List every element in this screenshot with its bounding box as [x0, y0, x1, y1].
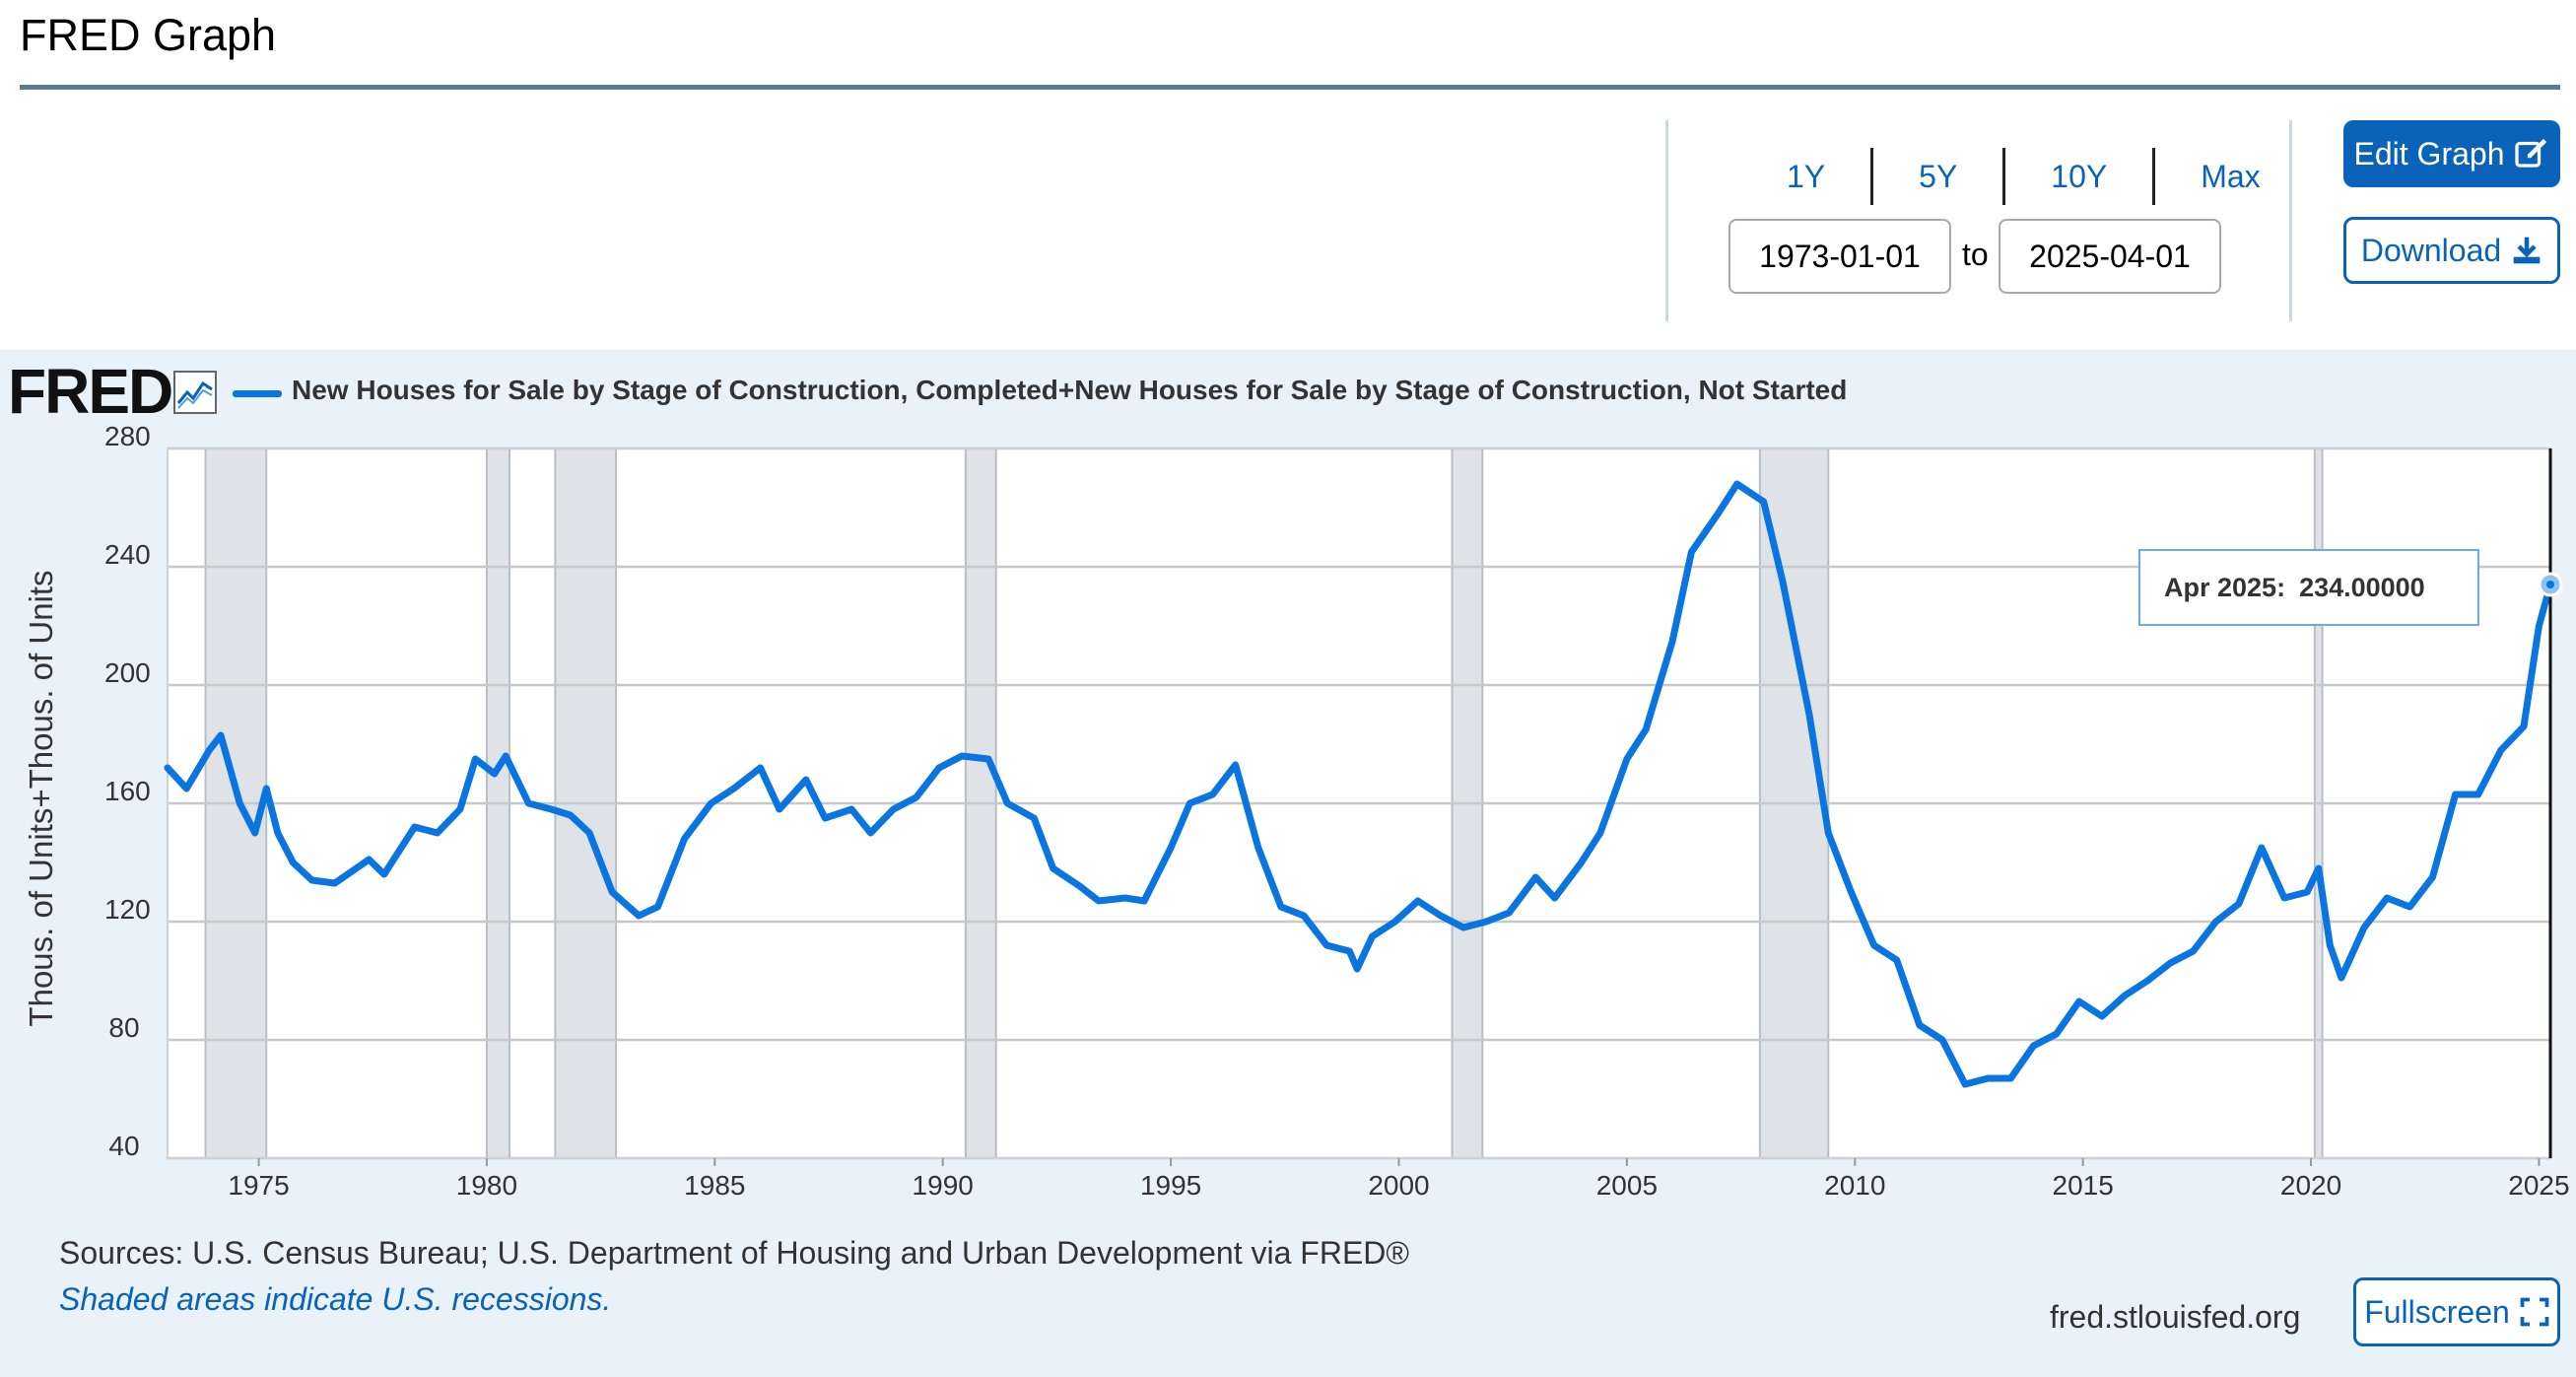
fred-logo: FRED [8, 356, 173, 427]
range-links: 1Y 5Y 10Y Max [1739, 148, 2306, 205]
highlight-point [2546, 581, 2554, 588]
x-tick-label: 1995 [1139, 1170, 1202, 1201]
end-date-input[interactable] [1999, 219, 2221, 294]
range-10y-link[interactable]: 10Y [2002, 148, 2152, 205]
x-tick-label: 1975 [228, 1170, 290, 1201]
title-divider [20, 85, 2560, 90]
legend-label: New Houses for Sale by Stage of Construc… [292, 375, 1848, 405]
legend-swatch [233, 390, 282, 397]
data-tooltip: Apr 2025: 234.00000 [2138, 549, 2479, 626]
x-tick-label: 1980 [455, 1170, 518, 1201]
y-tick-label: 160 [104, 776, 151, 806]
x-tick-label: 2015 [2052, 1170, 2114, 1201]
fullscreen-button[interactable]: Fullscreen [2353, 1277, 2560, 1346]
range-5y-link[interactable]: 5Y [1870, 148, 2002, 205]
fullscreen-icon [2520, 1297, 2549, 1327]
date-controls [1665, 120, 2292, 321]
range-1y-link[interactable]: 1Y [1787, 159, 1826, 194]
x-tick-label: 2025 [2508, 1170, 2570, 1201]
edit-graph-button[interactable]: Edit Graph [2343, 120, 2560, 187]
x-tick-label: 2000 [1368, 1170, 1430, 1201]
tooltip-value: 234.00000 [2299, 572, 2425, 602]
sources-note: Sources: U.S. Census Bureau; U.S. Depart… [59, 1235, 1409, 1271]
start-date-input[interactable] [1729, 219, 1951, 294]
chart-logo-icon [173, 371, 217, 414]
y-tick-label: 240 [104, 539, 151, 570]
range-max-link[interactable]: Max [2152, 148, 2305, 205]
x-tick-label: 2020 [2279, 1170, 2342, 1201]
tooltip-date: Apr 2025: [2164, 572, 2286, 602]
y-tick-label: 120 [104, 894, 151, 925]
x-tick-label: 1990 [912, 1170, 974, 1201]
x-tick-label: 2010 [1824, 1170, 1886, 1201]
x-tick-label: 2005 [1595, 1170, 1659, 1201]
download-button[interactable]: Download [2343, 217, 2560, 284]
edit-icon [2515, 138, 2547, 168]
download-label: Download [2360, 232, 2502, 268]
y-tick-label: 280 [104, 421, 151, 451]
fullscreen-label: Fullscreen [2364, 1293, 2510, 1330]
x-tick-label: 1985 [684, 1170, 746, 1201]
to-label: to [1962, 237, 1989, 272]
page-title: FRED Graph [20, 10, 277, 60]
recession-note-link[interactable]: Shaded areas indicate U.S. recessions. [59, 1281, 612, 1317]
y-tick-label: 40 [108, 1131, 140, 1161]
series-line [164, 480, 2554, 1088]
y-tick-label: 200 [104, 657, 151, 688]
download-icon [2513, 237, 2541, 264]
edit-graph-label: Edit Graph [2353, 135, 2505, 172]
y-tick-label: 80 [108, 1012, 140, 1043]
site-url: fred.stlouisfed.org [2050, 1299, 2301, 1335]
